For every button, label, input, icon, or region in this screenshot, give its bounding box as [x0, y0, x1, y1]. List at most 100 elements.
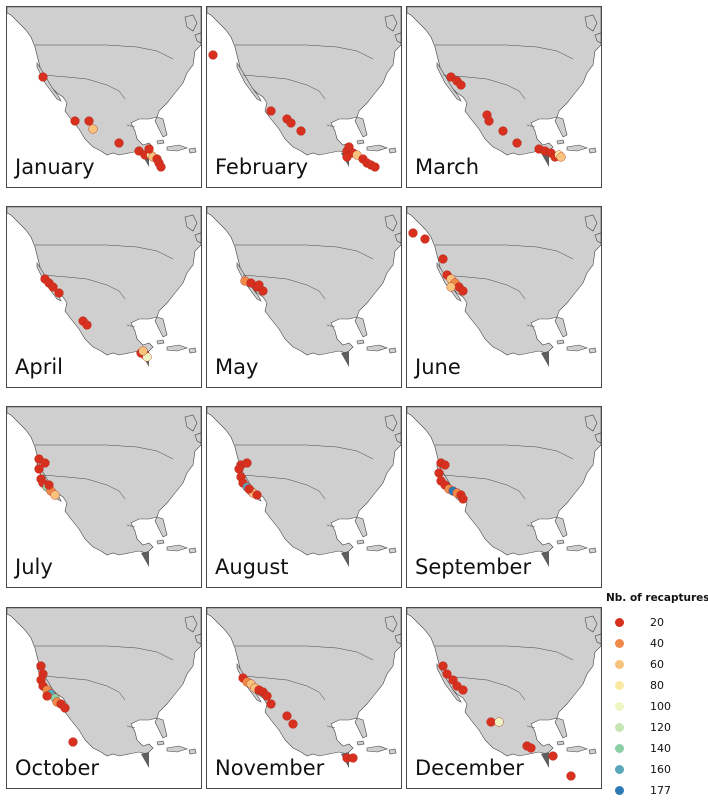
map-panel-march: March	[406, 6, 602, 188]
month-label: August	[215, 555, 289, 579]
map-panel-february: February	[206, 6, 402, 188]
legend-label: 100	[650, 700, 671, 713]
legend-label: 20	[650, 616, 664, 629]
country-border	[442, 474, 526, 500]
land-mass	[407, 207, 601, 356]
map	[407, 608, 601, 781]
country-border	[435, 44, 574, 60]
florida-peninsula	[354, 717, 368, 739]
florida-peninsula	[354, 316, 368, 338]
recapture-point	[458, 685, 468, 695]
recapture-point	[36, 661, 46, 671]
recapture-point	[244, 484, 254, 494]
island	[588, 547, 597, 554]
island	[384, 14, 398, 32]
island	[194, 432, 201, 444]
legend-swatch	[615, 765, 624, 774]
map-panel-january: January	[6, 6, 202, 188]
country-border	[126, 725, 136, 729]
island	[184, 414, 198, 432]
recapture-point	[456, 80, 466, 90]
island	[566, 144, 588, 152]
recapture-point	[498, 126, 508, 136]
map	[7, 7, 201, 172]
country-border	[435, 244, 574, 260]
island	[188, 347, 197, 354]
map	[7, 207, 201, 367]
island	[556, 539, 565, 545]
island	[366, 144, 388, 152]
florida-peninsula	[154, 516, 168, 538]
country-border	[442, 274, 526, 300]
land-mass	[7, 7, 201, 156]
island	[584, 214, 598, 232]
month-label: September	[415, 555, 532, 579]
island	[594, 432, 601, 444]
recapture-point	[34, 464, 44, 474]
country-border	[126, 524, 136, 528]
month-label: October	[15, 756, 100, 780]
island	[588, 748, 597, 755]
island	[188, 147, 197, 154]
recapture-point	[296, 126, 306, 136]
island	[356, 139, 365, 145]
island	[166, 144, 188, 152]
recapture-point	[282, 711, 292, 721]
legend-label: 60	[650, 658, 664, 671]
island	[584, 414, 598, 432]
country-border	[42, 74, 126, 100]
recapture-point	[42, 691, 52, 701]
island	[584, 615, 598, 633]
country-border	[235, 244, 374, 260]
legend-label: 80	[650, 679, 664, 692]
recapture-point	[44, 480, 54, 490]
legend-swatch	[615, 723, 624, 732]
map	[407, 7, 601, 167]
country-border	[435, 444, 574, 460]
island	[388, 547, 397, 554]
recapture-point	[420, 234, 430, 244]
recapture-point	[494, 717, 504, 727]
country-border	[442, 675, 526, 701]
island	[394, 32, 401, 44]
central-america-marker	[341, 351, 349, 367]
florida-peninsula	[154, 316, 168, 338]
land-mass	[207, 608, 401, 757]
land-mass	[407, 407, 601, 556]
island	[184, 14, 198, 32]
legend-label: 160	[650, 763, 671, 776]
island	[566, 544, 588, 552]
baja-peninsula	[436, 62, 462, 102]
florida-peninsula	[554, 717, 568, 739]
legend-swatch	[615, 639, 624, 648]
recapture-point	[446, 282, 456, 292]
country-border	[235, 444, 374, 460]
island	[184, 615, 198, 633]
island	[356, 339, 365, 345]
island	[366, 344, 388, 352]
recapture-point	[440, 460, 450, 470]
florida-peninsula	[354, 516, 368, 538]
island	[388, 748, 397, 755]
florida-peninsula	[554, 316, 568, 338]
island	[166, 745, 188, 753]
month-label: February	[215, 155, 309, 179]
country-border	[526, 324, 536, 328]
island	[566, 344, 588, 352]
recapture-point	[242, 458, 252, 468]
recapture-point	[234, 464, 244, 474]
country-border	[435, 645, 574, 661]
recapture-point	[526, 743, 536, 753]
legend-item: 120	[606, 721, 696, 735]
recapture-point	[68, 737, 78, 747]
recapture-point	[82, 320, 92, 330]
country-border	[526, 124, 536, 128]
island	[394, 432, 401, 444]
month-label: January	[15, 155, 95, 179]
legend-item: 60	[606, 658, 696, 672]
recapture-point	[208, 50, 218, 60]
country-border	[42, 474, 126, 500]
land-mass	[207, 7, 401, 156]
map	[7, 407, 201, 567]
island	[156, 539, 165, 545]
